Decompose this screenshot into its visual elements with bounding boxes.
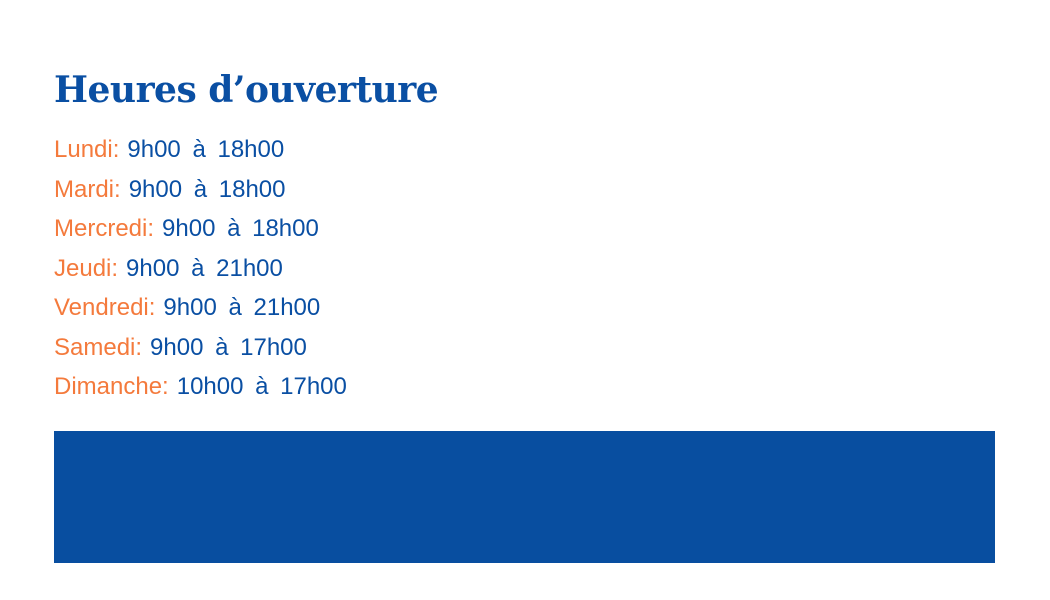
hours-row-mercredi: Mercredi: 9h00 à 18h00 xyxy=(54,209,347,249)
hours-row-dimanche: Dimanche: 10h00 à 17h00 xyxy=(54,367,347,407)
hours-row-vendredi: Vendredi: 9h00 à 21h00 xyxy=(54,288,347,328)
day-label: Vendredi: xyxy=(54,294,156,321)
time-range: 9h00 à 21h00 xyxy=(126,254,283,282)
time-range: 10h00 à 17h00 xyxy=(176,373,347,400)
hours-row-lundi: Lundi: 9h00 à 18h00 xyxy=(54,130,347,170)
day-label: Lundi: xyxy=(54,136,120,163)
day-label: Dimanche: xyxy=(54,373,169,400)
opening-hours-list: Lundi: 9h00 à 18h00 Mardi: 9h00 à 18h00 Me… xyxy=(54,130,347,407)
hours-row-jeudi: Jeudi: 9h00 à 21h00 xyxy=(54,249,347,289)
time-range: 9h00 à 17h00 xyxy=(150,333,307,361)
day-label: Mardi: xyxy=(54,175,121,203)
time-range: 9h00 à 21h00 xyxy=(163,294,321,321)
hours-row-samedi: Samedi: 9h00 à 17h00 xyxy=(54,328,347,368)
time-range: 9h00 à 18h00 xyxy=(162,215,319,242)
time-range: 9h00 à 18h00 xyxy=(127,136,285,163)
hours-row-mardi: Mardi: 9h00 à 18h00 xyxy=(54,170,347,210)
page-title: Heures d’ouverture xyxy=(54,69,439,111)
day-label: Samedi: xyxy=(54,333,143,361)
time-range: 9h00 à 18h00 xyxy=(128,175,286,203)
blue-banner xyxy=(54,431,995,563)
day-label: Mercredi: xyxy=(54,215,155,242)
day-label: Jeudi: xyxy=(54,254,119,282)
